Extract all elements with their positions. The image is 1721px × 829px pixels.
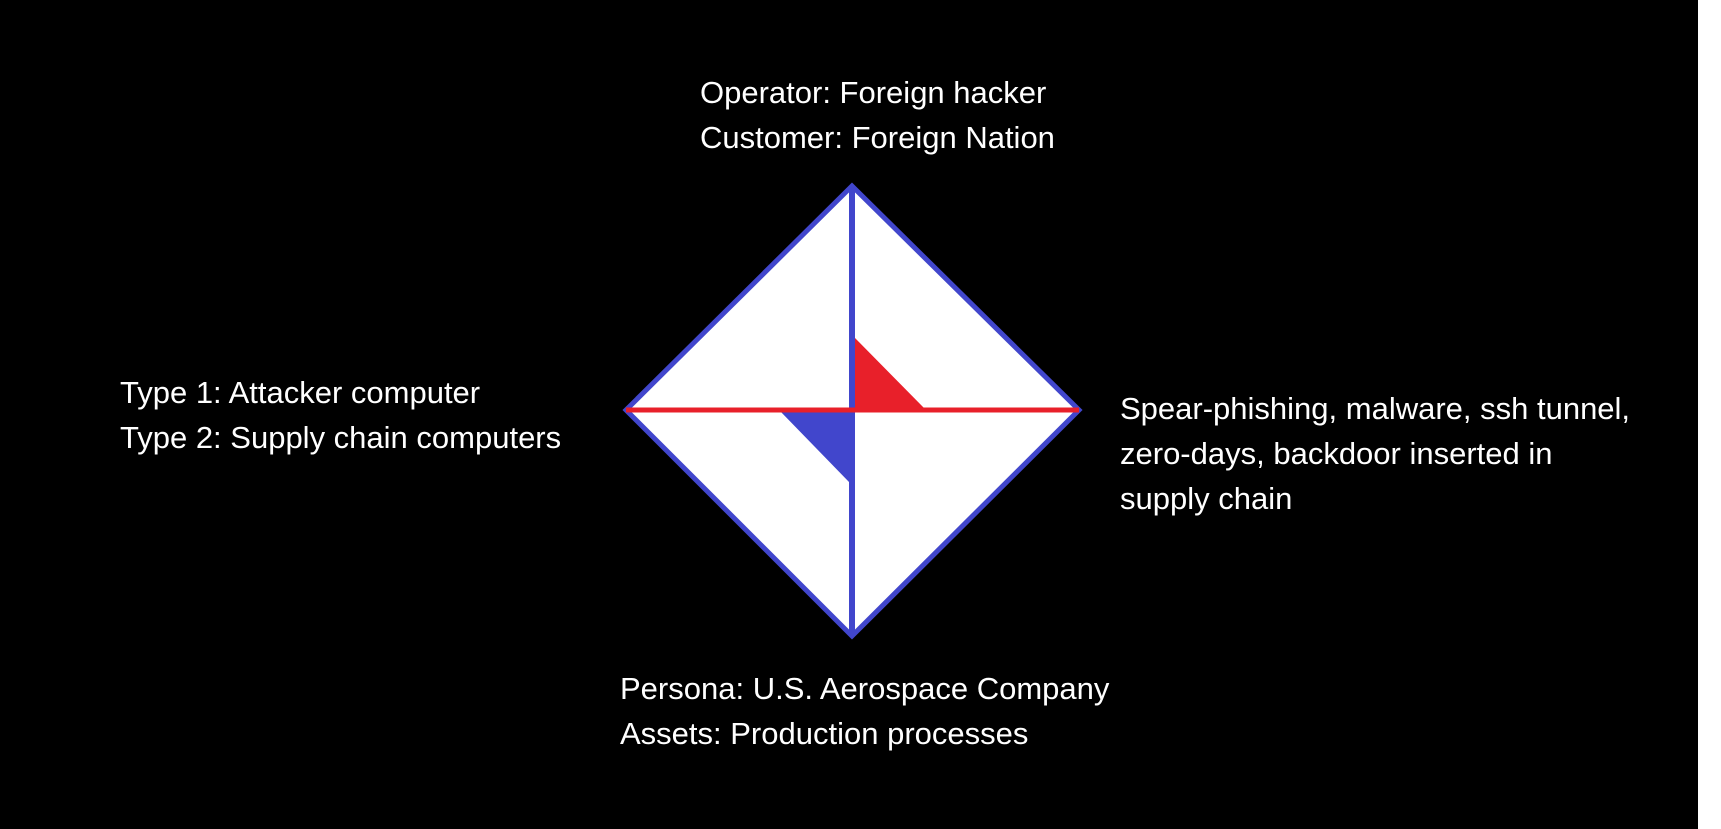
infrastructure-label: Type 1: Attacker computer Type 2: Supply…: [120, 370, 561, 460]
capability-label: Spear-phishing, malware, ssh tunnel, zer…: [1120, 386, 1630, 521]
capability-line2-text: zero-days, backdoor inserted in: [1120, 436, 1553, 471]
adversary-operator-text: Operator: Foreign hacker: [700, 75, 1047, 110]
blue-marker-triangle: [780, 411, 849, 482]
infrastructure-type2-text: Type 2: Supply chain computers: [120, 420, 562, 455]
victim-assets-text: Assets: Production processes: [620, 716, 1029, 751]
adversary-customer-text: Customer: Foreign Nation: [700, 120, 1055, 155]
capability-line1-text: Spear-phishing, malware, ssh tunnel,: [1120, 391, 1631, 426]
infrastructure-type1-text: Type 1: Attacker computer: [120, 375, 481, 410]
victim-persona-text: Persona: U.S. Aerospace Company: [620, 671, 1110, 706]
red-marker-triangle: [855, 338, 925, 409]
adversary-label: Operator: Foreign hacker Customer: Forei…: [700, 70, 1055, 160]
capability-line3-text: supply chain: [1120, 481, 1293, 516]
victim-label: Persona: U.S. Aerospace Company Assets: …: [620, 666, 1109, 756]
